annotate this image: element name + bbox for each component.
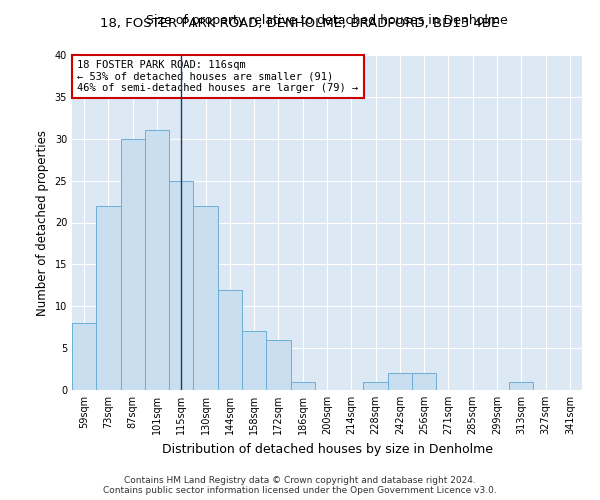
- Bar: [242, 332, 266, 390]
- Bar: [509, 382, 533, 390]
- Bar: [218, 290, 242, 390]
- Title: Size of property relative to detached houses in Denholme: Size of property relative to detached ho…: [146, 14, 508, 28]
- Bar: [96, 206, 121, 390]
- Bar: [364, 382, 388, 390]
- Bar: [193, 206, 218, 390]
- Text: 18, FOSTER PARK ROAD, DENHOLME, BRADFORD, BD13 4BE: 18, FOSTER PARK ROAD, DENHOLME, BRADFORD…: [100, 18, 500, 30]
- Bar: [145, 130, 169, 390]
- Bar: [412, 373, 436, 390]
- X-axis label: Distribution of detached houses by size in Denholme: Distribution of detached houses by size …: [161, 442, 493, 456]
- Bar: [72, 323, 96, 390]
- Text: 18 FOSTER PARK ROAD: 116sqm
← 53% of detached houses are smaller (91)
46% of sem: 18 FOSTER PARK ROAD: 116sqm ← 53% of det…: [77, 60, 358, 93]
- Bar: [169, 180, 193, 390]
- Text: Contains HM Land Registry data © Crown copyright and database right 2024.
Contai: Contains HM Land Registry data © Crown c…: [103, 476, 497, 495]
- Bar: [388, 373, 412, 390]
- Bar: [121, 138, 145, 390]
- Bar: [266, 340, 290, 390]
- Y-axis label: Number of detached properties: Number of detached properties: [36, 130, 49, 316]
- Bar: [290, 382, 315, 390]
